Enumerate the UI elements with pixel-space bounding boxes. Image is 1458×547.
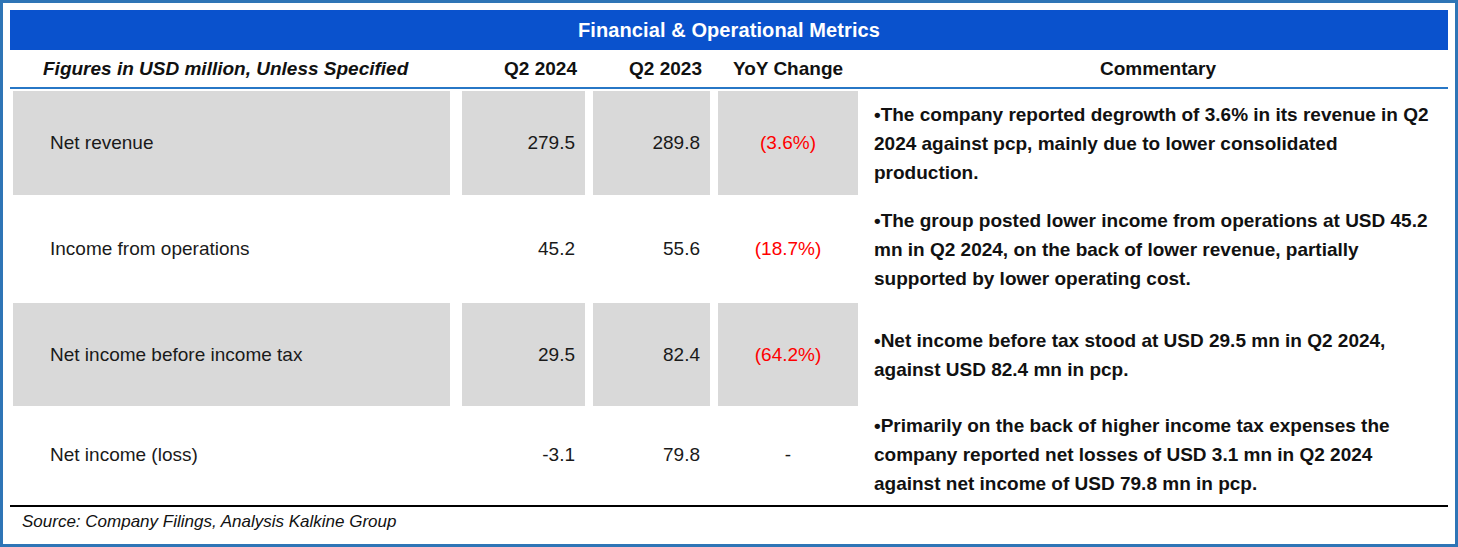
source-note: Source: Company Filings, Analysis Kalkin… (10, 505, 1448, 536)
value-q2-2024: 29.5 (462, 303, 585, 406)
column-gap (450, 303, 462, 406)
header-q2-2023: Q2 2023 (593, 58, 710, 80)
metrics-table-panel: Financial & Operational Metrics Figures … (0, 0, 1458, 547)
table-row-net-income-before-tax: Net income before income tax 29.5 82.4 (… (10, 303, 1448, 406)
header-commentary: Commentary (868, 58, 1448, 80)
column-gap (585, 303, 593, 406)
column-gap (710, 91, 718, 195)
column-gap (450, 91, 462, 195)
row-label: Net revenue (13, 91, 450, 195)
column-gap (585, 406, 593, 503)
header-q2-2024: Q2 2024 (462, 58, 585, 80)
value-q2-2023: 82.4 (593, 303, 710, 406)
column-gap (585, 91, 593, 195)
column-gap (450, 195, 462, 303)
column-gap (858, 303, 868, 406)
column-gap (710, 195, 718, 303)
row-label: Net income before income tax (13, 303, 450, 406)
value-q2-2023: 55.6 (593, 195, 710, 303)
value-q2-2024: 45.2 (462, 195, 585, 303)
header-yoy-change: YoY Change (718, 58, 858, 80)
table-row-net-income-loss: Net income (loss) -3.1 79.8 - •Primarily… (10, 406, 1448, 503)
table-header-row: Figures in USD million, Unless Specified… (10, 50, 1448, 89)
column-gap (858, 91, 868, 195)
column-gap (858, 406, 868, 503)
panel-title-bar: Financial & Operational Metrics (10, 10, 1448, 50)
value-q2-2023: 289.8 (593, 91, 710, 195)
column-gap (710, 406, 718, 503)
panel-title: Financial & Operational Metrics (578, 19, 880, 42)
commentary-text: •Primarily on the back of higher income … (868, 406, 1448, 503)
row-label: Net income (loss) (13, 406, 450, 503)
table-row-income-from-operations: Income from operations 45.2 55.6 (18.7%)… (10, 195, 1448, 303)
source-text: Source: Company Filings, Analysis Kalkin… (22, 512, 396, 532)
commentary-text: •Net income before tax stood at USD 29.5… (868, 303, 1448, 406)
column-gap (450, 406, 462, 503)
column-gap (710, 303, 718, 406)
commentary-text: •The company reported degrowth of 3.6% i… (868, 91, 1448, 195)
value-q2-2024: -3.1 (462, 406, 585, 503)
value-yoy-change: (64.2%) (718, 303, 858, 406)
value-q2-2024: 279.5 (462, 91, 585, 195)
column-gap (858, 195, 868, 303)
value-yoy-change: (18.7%) (718, 195, 858, 303)
column-gap (585, 195, 593, 303)
value-yoy-change: - (718, 406, 858, 503)
header-figures-note: Figures in USD million, Unless Specified (13, 58, 450, 80)
table-body: Net revenue 279.5 289.8 (3.6%) •The comp… (10, 91, 1448, 503)
row-label: Income from operations (13, 195, 450, 303)
value-q2-2023: 79.8 (593, 406, 710, 503)
value-yoy-change: (3.6%) (718, 91, 858, 195)
commentary-text: •The group posted lower income from oper… (868, 195, 1448, 303)
table-row-net-revenue: Net revenue 279.5 289.8 (3.6%) •The comp… (10, 91, 1448, 195)
